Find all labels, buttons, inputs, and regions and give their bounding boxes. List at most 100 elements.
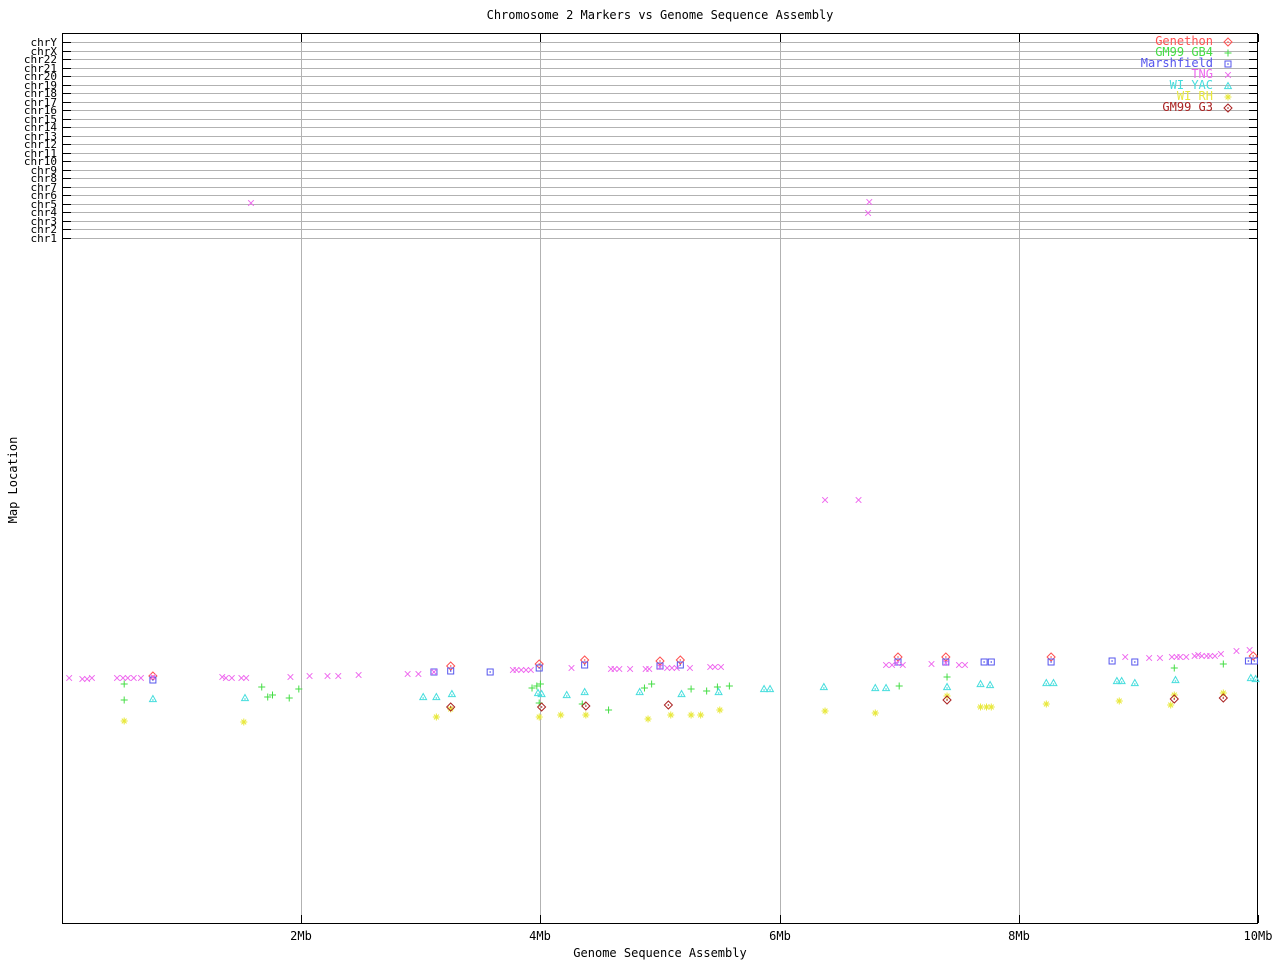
v-gridline xyxy=(301,34,302,923)
axis-tick xyxy=(1249,76,1257,77)
axis-tick xyxy=(63,102,71,103)
x-tick-label: 2Mb xyxy=(290,929,312,943)
axis-tick xyxy=(540,915,541,923)
axis-tick xyxy=(63,42,71,43)
chr-tick-label: chr12 xyxy=(23,138,57,151)
chr-tick-label: chr14 xyxy=(23,121,57,134)
chr-tick-label: chr11 xyxy=(23,147,57,160)
axis-tick xyxy=(63,144,71,145)
axis-tick xyxy=(63,221,71,222)
axis-tick xyxy=(63,187,71,188)
axis-tick xyxy=(1249,212,1257,213)
chr-tick-label: chr7 xyxy=(30,181,58,194)
axis-tick xyxy=(1249,136,1257,137)
axis-tick xyxy=(1249,59,1257,60)
h-gridline xyxy=(63,229,1257,230)
h-gridline xyxy=(63,178,1257,179)
x-tick-label: 4Mb xyxy=(529,929,551,943)
axis-tick xyxy=(1249,110,1257,111)
axis-tick xyxy=(1249,204,1257,205)
axis-tick xyxy=(1249,170,1257,171)
chr-tick-label: chr13 xyxy=(23,130,57,143)
x-tick-label: 6Mb xyxy=(769,929,791,943)
axis-tick xyxy=(780,34,781,42)
h-gridline xyxy=(63,238,1257,239)
h-gridline xyxy=(63,76,1257,77)
h-gridline xyxy=(63,153,1257,154)
axis-tick xyxy=(63,178,71,179)
v-gridline xyxy=(1019,34,1020,923)
legend-label-wi-rh: WI RH xyxy=(1176,89,1213,103)
h-gridline xyxy=(63,144,1257,145)
h-gridline xyxy=(63,170,1257,171)
x-tick-label: 8Mb xyxy=(1008,929,1030,943)
axis-tick xyxy=(1249,161,1257,162)
chr-tick-label: chr16 xyxy=(23,104,57,117)
plot-border xyxy=(62,33,1258,924)
axis-tick xyxy=(1249,119,1257,120)
h-gridline xyxy=(63,68,1257,69)
axis-tick xyxy=(1249,195,1257,196)
axis-tick xyxy=(1258,34,1259,42)
chr-tick-label: chr21 xyxy=(23,62,57,75)
axis-tick xyxy=(63,161,71,162)
axis-tick xyxy=(63,59,71,60)
h-gridline xyxy=(63,93,1257,94)
legend-label-tng: TNG xyxy=(1191,67,1213,81)
axis-tick xyxy=(1249,68,1257,69)
axis-tick xyxy=(63,195,71,196)
axis-tick xyxy=(63,119,71,120)
axis-tick xyxy=(63,136,71,137)
h-gridline xyxy=(63,51,1257,52)
h-gridline xyxy=(63,85,1257,86)
x-tick-label: 10Mb xyxy=(1243,929,1273,943)
h-gridline xyxy=(63,136,1257,137)
x-axis-label: Genome Sequence Assembly xyxy=(573,946,747,960)
axis-tick xyxy=(1249,127,1257,128)
h-gridline xyxy=(63,102,1257,103)
chr-tick-label: chr2 xyxy=(30,223,58,236)
axis-tick xyxy=(1249,144,1257,145)
axis-tick xyxy=(1249,153,1257,154)
axis-tick xyxy=(1019,34,1020,42)
chr-tick-label: chr17 xyxy=(23,96,57,109)
legend-label-marshfield: Marshfield xyxy=(1140,56,1213,70)
h-gridline xyxy=(63,42,1257,43)
h-gridline xyxy=(63,161,1257,162)
legend-label-gm99-g3: GM99 G3 xyxy=(1162,100,1213,114)
legend-label-genethon: Genethon xyxy=(1155,34,1213,48)
axis-tick xyxy=(1249,221,1257,222)
axis-tick xyxy=(63,76,71,77)
axis-tick xyxy=(63,68,71,69)
chr-tick-label: chr19 xyxy=(23,79,57,92)
axis-tick xyxy=(63,110,71,111)
axis-tick xyxy=(63,51,71,52)
chr-tick-label: chr6 xyxy=(30,189,58,202)
axis-tick xyxy=(1249,93,1257,94)
axis-tick xyxy=(63,93,71,94)
axis-tick xyxy=(63,212,71,213)
chr-tick-label: chrY xyxy=(30,36,58,49)
axis-tick xyxy=(63,238,71,239)
axis-tick xyxy=(540,34,541,42)
axis-tick xyxy=(63,170,71,171)
h-gridline xyxy=(63,119,1257,120)
h-gridline xyxy=(63,195,1257,196)
chr-tick-label: chr5 xyxy=(30,198,58,211)
chr-tick-label: chr9 xyxy=(30,164,58,177)
h-gridline xyxy=(63,187,1257,188)
axis-tick xyxy=(1249,238,1257,239)
axis-tick xyxy=(1249,42,1257,43)
h-gridline xyxy=(63,59,1257,60)
h-gridline xyxy=(63,204,1257,205)
axis-tick xyxy=(1249,178,1257,179)
axis-tick xyxy=(63,85,71,86)
v-gridline xyxy=(780,34,781,923)
v-gridline xyxy=(540,34,541,923)
axis-tick xyxy=(63,204,71,205)
chr-tick-label: chr1 xyxy=(30,232,58,245)
chr-tick-label: chr8 xyxy=(30,172,58,185)
axis-tick xyxy=(780,915,781,923)
